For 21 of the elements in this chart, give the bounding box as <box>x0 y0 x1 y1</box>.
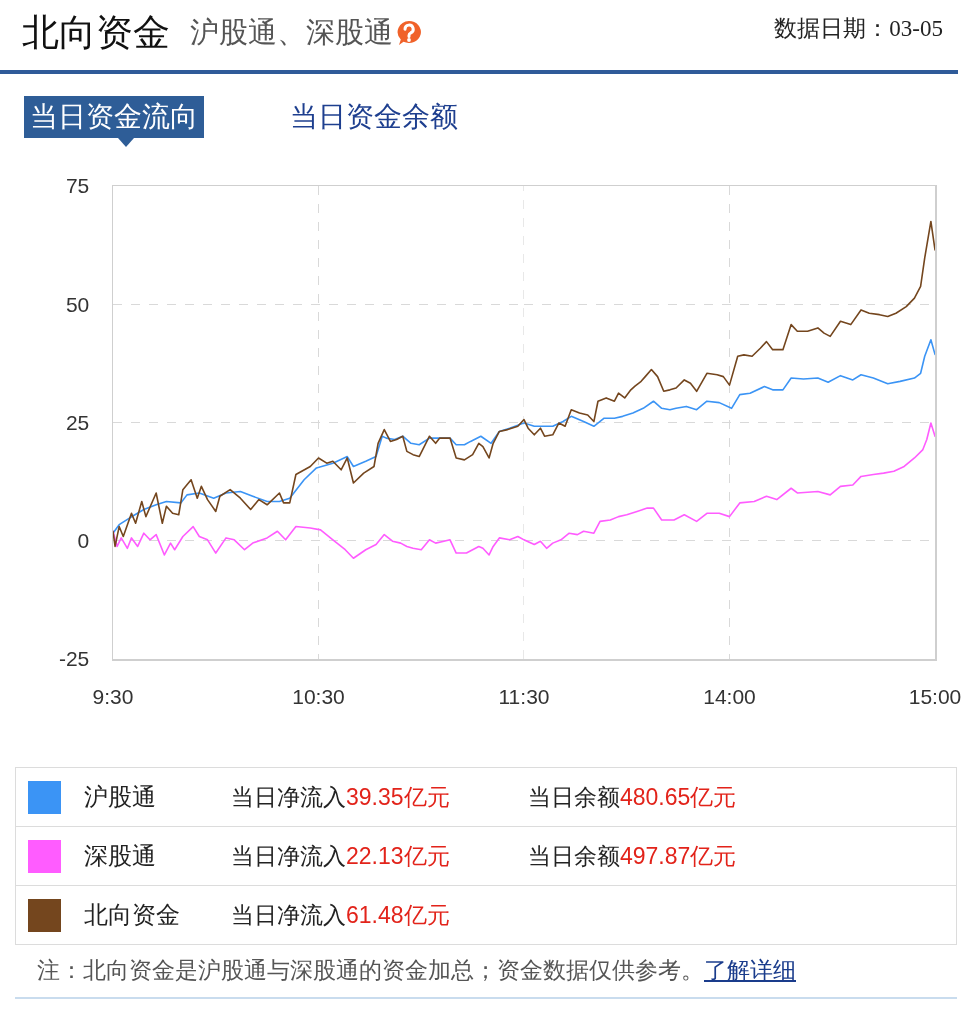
y-tick-label: 50 <box>65 292 90 316</box>
text: 当日资金余额 <box>290 100 458 134</box>
x-tick-label: 15:00 <box>908 684 962 708</box>
x-tick-label: 9:30 <box>92 684 134 708</box>
legend-label: 深股通 <box>84 841 156 871</box>
legend-table: 沪股通 当日净流入39.35亿元 当日余额480.65亿元 深股通 当日净流入22.13亿元 当日余额497.87亿元 北向资金 当日净流入61.48亿元 <box>15 767 957 945</box>
text: 注：北向资金是沪股通与深股通的资金加总；资金数据仅供参考。 <box>37 957 704 983</box>
text: 了解详细 <box>704 957 796 983</box>
y-tick-label: 25 <box>65 410 90 434</box>
text: 数据日期：03-05 <box>774 15 943 43</box>
x-tick-label: 11:30 <box>498 684 550 708</box>
y-tick-label: 75 <box>65 174 90 198</box>
y-tick-label: 0 <box>77 529 90 553</box>
legend-label: 北向资金 <box>84 900 180 930</box>
chart-subtitle: 沪股通、深股通 <box>190 15 393 50</box>
x-tick-label: 14:00 <box>703 684 756 708</box>
x-tick-label: 10:30 <box>292 684 345 708</box>
y-tick-label: -25 <box>58 647 90 671</box>
legend-label: 沪股通 <box>84 782 156 812</box>
text: 当日资金流向 <box>24 96 204 138</box>
chart-title: 北向资金 <box>22 11 170 55</box>
